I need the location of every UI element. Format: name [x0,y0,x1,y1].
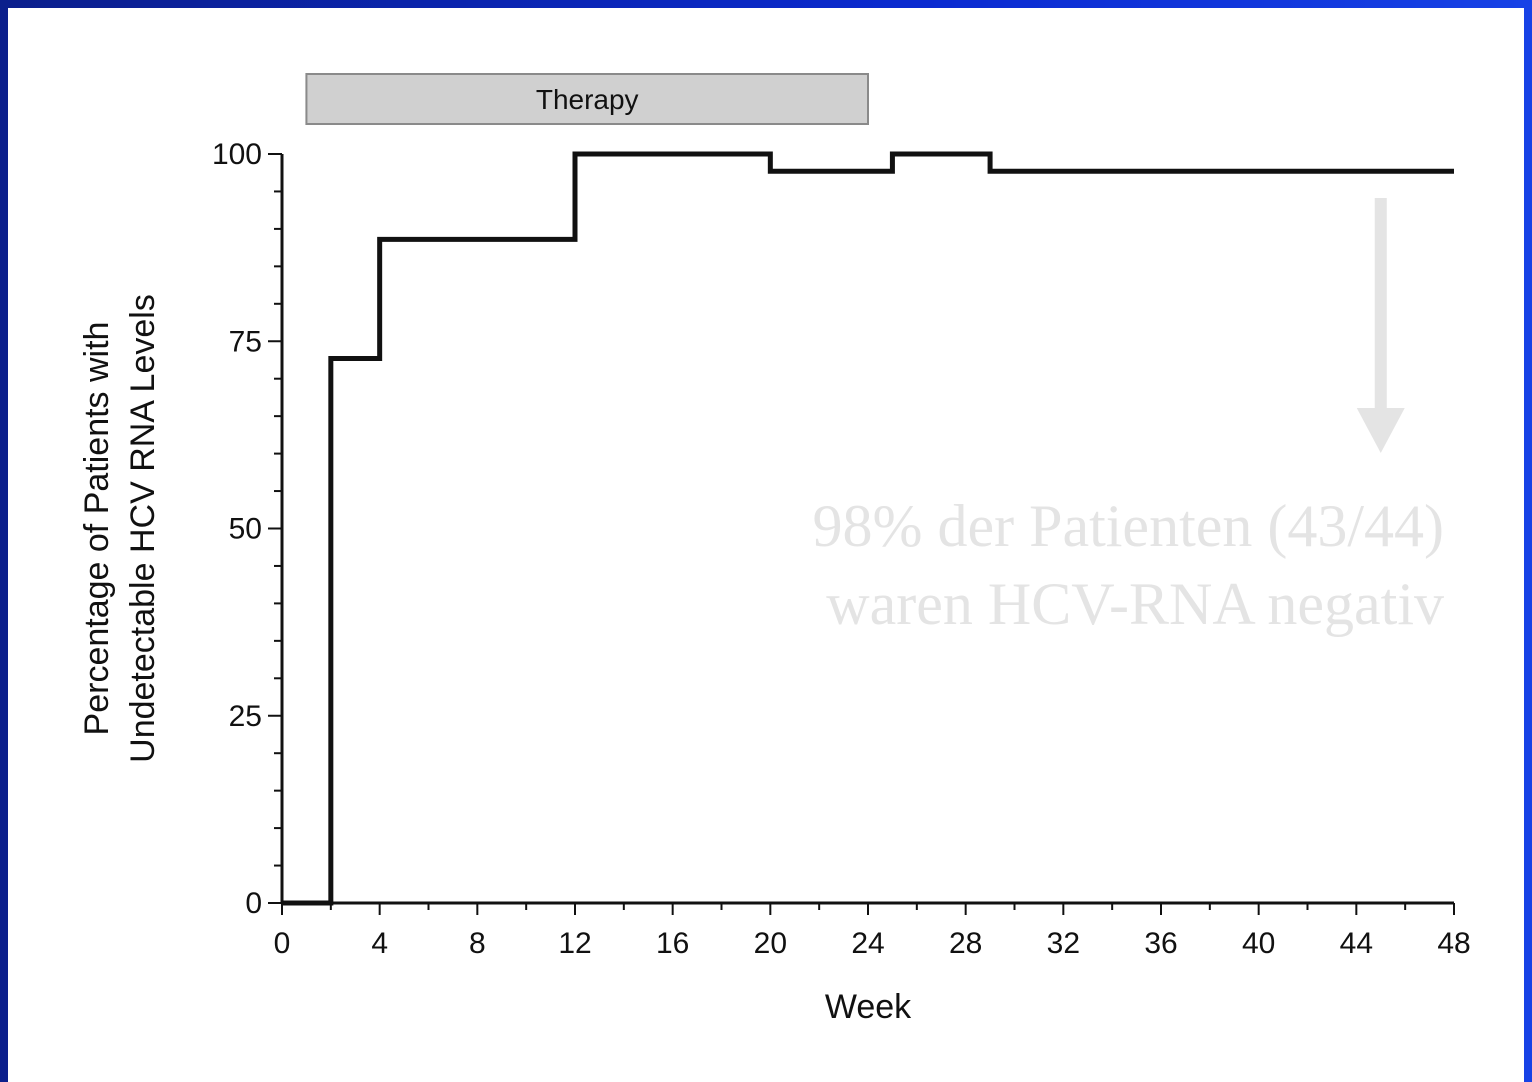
annotation-text-line: 98% der Patienten (43/44) [813,493,1445,559]
y-tick-label: 0 [245,887,262,920]
annotation-text-line: waren HCV-RNA negativ [826,571,1444,637]
chart-panel: Therapy 0 25 50 75 100 0 4 8 12 16 20 24 28 32 36 40 44 48… [8,8,1524,1082]
x-tick-label: 16 [656,927,689,960]
y-axis-title-line-1: Percentage of Patients with [78,322,116,736]
series-line [282,151,1454,906]
x-axis-title: Week [825,988,912,1026]
therapy-band-label: Therapy [536,84,639,115]
x-tick-label: 32 [1047,927,1080,960]
x-tick-label: 44 [1340,927,1373,960]
x-tick-label: 48 [1437,927,1470,960]
y-axis-title-line-2: Undetectable HCV RNA Levels [124,294,162,763]
x-tick-label: 4 [371,927,388,960]
y-tick-label: 50 [229,513,262,546]
therapy-band [305,73,869,125]
x-tick-label: 40 [1242,927,1275,960]
x-tick-label: 36 [1144,927,1177,960]
x-tick-label: 12 [558,927,591,960]
y-tick-label: 25 [229,700,262,733]
x-tick-label: 8 [469,927,486,960]
y-tick-label: 75 [229,325,262,358]
x-tick-label: 20 [754,927,787,960]
annotation-arrow-head [1356,408,1405,453]
x-tick-label: 24 [851,927,884,960]
x-tick-label: 28 [949,927,982,960]
x-tick-label: 0 [274,927,291,960]
y-tick-label: 100 [212,138,262,171]
